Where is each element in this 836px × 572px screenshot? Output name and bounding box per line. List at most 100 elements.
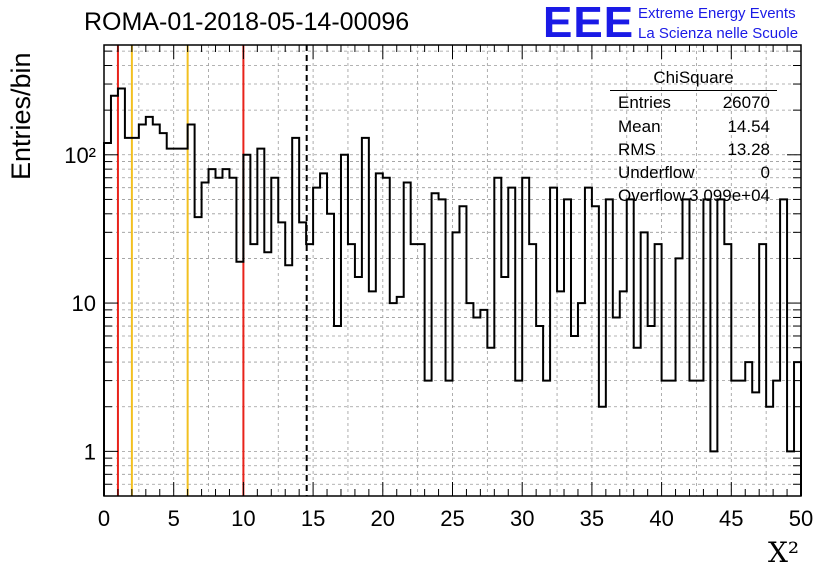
stats-label: Overflow <box>618 186 686 205</box>
histogram-bin <box>404 183 411 496</box>
histogram-bin <box>104 143 111 496</box>
histogram-bin <box>599 407 606 496</box>
x-tick-label: 20 <box>371 506 395 531</box>
histogram-bin <box>243 155 250 496</box>
histogram-bin <box>425 381 432 496</box>
histogram-bin <box>571 336 578 496</box>
y-axis-label: Entries/bin <box>6 52 36 180</box>
x-tick-label: 40 <box>649 506 673 531</box>
tick-labels: 0 5 10 15 20 25 30 35 40 45 50 1 10 10² <box>64 143 813 531</box>
x-tick-label: 10 <box>231 506 255 531</box>
histogram-bin <box>264 252 271 496</box>
histogram-bin <box>188 125 195 496</box>
histogram-bin <box>662 381 669 496</box>
histogram-bin <box>327 214 334 496</box>
histogram-bin <box>585 188 592 496</box>
histogram-bin <box>501 277 508 496</box>
histogram-bin <box>592 206 599 496</box>
x-tick-label: 5 <box>168 506 180 531</box>
histogram-bin <box>250 244 257 496</box>
histogram-bin <box>446 381 453 496</box>
stats-value: 3.099e+04 <box>689 186 770 205</box>
stats-label: Entries <box>618 93 671 112</box>
histogram-bin <box>787 451 794 496</box>
histogram-bin <box>202 183 209 496</box>
histogram-bin <box>752 392 759 496</box>
histogram-bin <box>655 244 662 496</box>
x-tick-label: 30 <box>510 506 534 531</box>
histogram-bin <box>160 133 167 496</box>
histogram-bin <box>550 188 557 496</box>
histogram-bin <box>222 169 229 496</box>
histogram-bin <box>285 265 292 496</box>
histogram-bin <box>146 117 153 496</box>
histogram-bin <box>439 199 446 496</box>
histogram-bin <box>780 199 787 496</box>
histogram-bin <box>620 291 627 496</box>
histogram-bin <box>418 244 425 496</box>
histogram-bin <box>724 244 731 496</box>
histogram-bin <box>683 199 690 496</box>
histogram-bin <box>209 169 216 496</box>
histogram-bin <box>564 199 571 496</box>
stats-label: RMS <box>618 140 656 159</box>
histogram-bin <box>390 303 397 496</box>
histogram-bin <box>411 244 418 496</box>
histogram-bin <box>529 244 536 496</box>
x-tick-label: 35 <box>580 506 604 531</box>
histogram-bin <box>299 222 306 496</box>
histogram-bin <box>369 291 376 496</box>
logo-line-2: La Scienza nelle Scuole <box>638 25 799 42</box>
x-tick-label: 50 <box>789 506 813 531</box>
logo-mark: EEE <box>543 0 635 47</box>
stats-title: ChiSquare <box>653 68 734 87</box>
histogram-bin <box>355 277 362 496</box>
histogram-bin <box>676 258 683 496</box>
histogram-bin <box>773 381 780 496</box>
histogram-bin <box>397 297 404 496</box>
histogram-bin <box>313 188 320 496</box>
stats-divider <box>610 90 777 91</box>
histogram-bin <box>738 381 745 496</box>
histogram-bin <box>348 244 355 496</box>
histogram-bin <box>710 451 717 496</box>
y-tick-label: 10 <box>72 291 96 316</box>
stats-row-mean: Mean 14.54 <box>618 117 770 139</box>
histogram-bin <box>613 317 620 496</box>
histogram-bin <box>557 291 564 496</box>
axis-ticks <box>103 45 802 496</box>
histogram-bin <box>466 303 473 496</box>
histogram-bin <box>480 310 487 496</box>
histogram-bin <box>473 317 480 496</box>
x-axis-label: X² <box>768 536 800 569</box>
histogram-bin <box>459 206 466 496</box>
histogram-series <box>103 87 802 496</box>
stats-value: 14.54 <box>727 117 770 136</box>
histogram-bin <box>731 381 738 496</box>
histogram-bin <box>229 178 236 496</box>
histogram-bin <box>167 149 174 496</box>
x-tick-label: 25 <box>440 506 464 531</box>
histogram-bin <box>689 381 696 496</box>
histogram-bin <box>759 244 766 496</box>
histogram-bin <box>153 125 160 496</box>
stats-value: 26070 <box>722 93 770 112</box>
histogram-bin <box>111 96 118 496</box>
histogram-bin <box>278 222 285 496</box>
histogram-bin <box>648 326 655 496</box>
histogram-bin <box>606 199 613 496</box>
histogram-bin <box>257 149 264 496</box>
stats-row-rms: RMS 13.28 <box>618 140 770 162</box>
histogram-bin <box>453 232 460 496</box>
y-tick-label: 1 <box>84 439 96 464</box>
histogram-bin <box>292 138 299 496</box>
histogram-bin <box>522 178 529 496</box>
marker-lines <box>104 45 801 496</box>
logo-line-1: Extreme Energy Events <box>638 5 796 22</box>
histogram-bin <box>794 362 801 496</box>
x-tick-label: 0 <box>98 506 110 531</box>
histogram-bin <box>216 178 223 496</box>
histogram-bin <box>376 173 383 496</box>
stats-box: ChiSquare Entries 26070 Mean 14.54 RMS 1… <box>610 68 777 210</box>
